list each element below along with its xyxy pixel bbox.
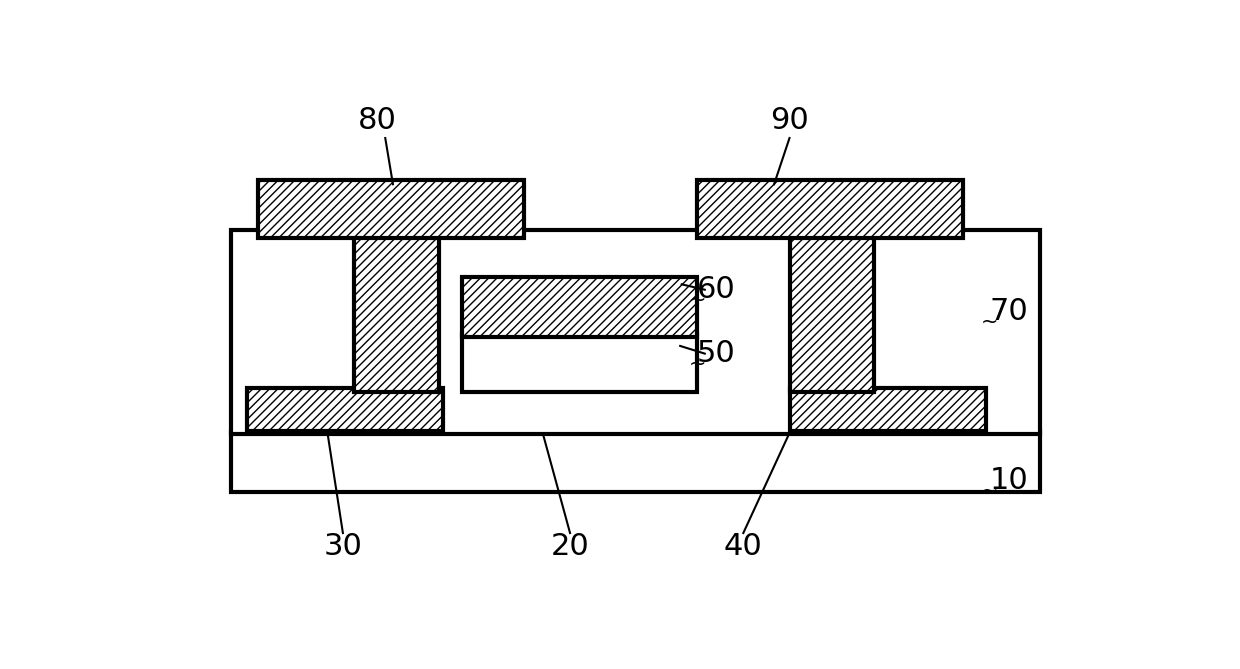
Bar [258, 181, 523, 238]
Text: ~: ~ [688, 290, 706, 310]
Text: 70: 70 [990, 297, 1028, 326]
Text: 60: 60 [697, 275, 735, 304]
Bar [231, 431, 1040, 492]
Bar [231, 230, 1040, 434]
Bar [463, 276, 697, 337]
Text: 10: 10 [990, 466, 1028, 495]
Text: 30: 30 [324, 532, 362, 561]
Text: 50: 50 [697, 339, 735, 368]
Bar [355, 234, 439, 392]
Bar [697, 181, 962, 238]
Text: 80: 80 [358, 106, 397, 135]
Text: 20: 20 [551, 532, 589, 561]
Bar [463, 334, 697, 392]
Text: ~: ~ [688, 354, 706, 374]
Text: 40: 40 [724, 532, 763, 561]
Bar [790, 234, 874, 392]
Bar [247, 388, 443, 431]
Text: 90: 90 [770, 106, 808, 135]
Text: ~: ~ [981, 311, 998, 331]
Text: ~: ~ [981, 481, 998, 500]
Bar [790, 388, 986, 431]
